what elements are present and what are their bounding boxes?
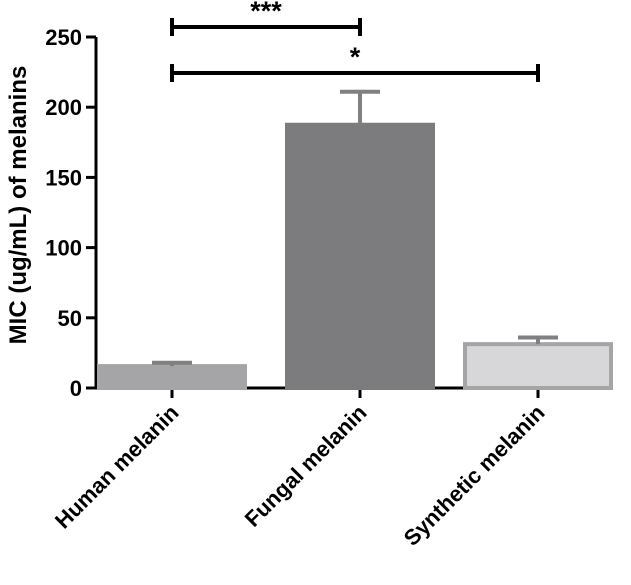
y-tick-label: 150 [45,165,82,190]
bar [463,342,613,390]
significance-label: *** [250,0,282,26]
bar [285,122,435,390]
chart-error-bars [152,89,558,367]
y-tick-label: 50 [58,306,82,331]
y-tick-label: 0 [70,376,82,401]
y-tick-label: 250 [45,25,82,50]
bar [97,364,247,390]
category-label: Synthetic melanin [399,400,550,551]
significance-label: * [350,42,361,72]
y-tick-label: 200 [45,95,82,120]
y-tick-label: 100 [45,236,82,261]
chart-significance: **** [170,0,540,82]
category-label: Fungal melanin [240,400,372,532]
chart-bars [97,122,613,390]
category-label: Human melanin [50,400,184,534]
y-axis-title: MIC (ug/mL) of melanins [5,66,32,345]
